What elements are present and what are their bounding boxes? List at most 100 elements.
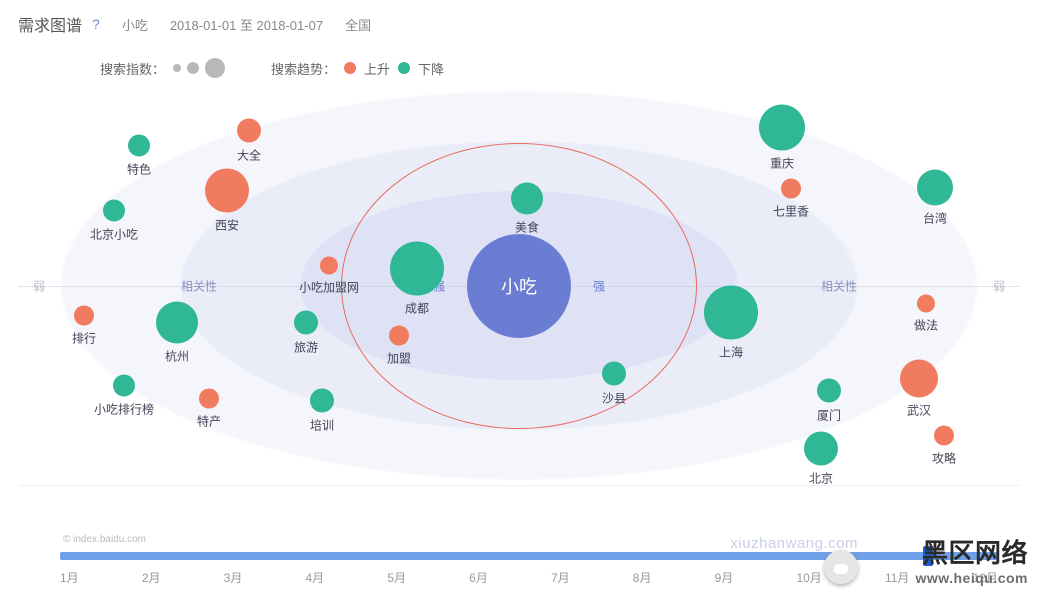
month-label: 7月 — [551, 569, 570, 586]
graph-node[interactable]: 加盟 — [387, 326, 411, 367]
node-dot — [199, 389, 219, 409]
graph-node[interactable]: 上海 — [704, 286, 758, 361]
node-dot — [205, 169, 249, 213]
node-label: 北京小吃 — [90, 226, 138, 243]
date-range: 2018-01-01 至 2018-01-07 — [170, 15, 323, 34]
graph-node[interactable]: 美食 — [511, 183, 543, 236]
month-label: 10月 — [796, 569, 821, 586]
month-label: 8月 — [633, 569, 652, 586]
watermark-brand: 黑区网络 — [922, 533, 1028, 570]
graph-node[interactable]: 沙县 — [602, 362, 626, 407]
graph-node[interactable]: 做法 — [914, 295, 938, 334]
axis-label: 相关性 — [821, 277, 857, 294]
node-label: 厦门 — [817, 407, 841, 424]
node-dot — [310, 389, 334, 413]
legend-index-label: 搜索指数： — [100, 59, 165, 78]
node-dot — [389, 326, 409, 346]
graph-node[interactable]: 武汉 — [900, 360, 938, 419]
graph-node[interactable]: 台湾 — [917, 170, 953, 227]
graph-node[interactable]: 杭州 — [156, 302, 198, 365]
node-dot — [237, 119, 261, 143]
axis-label: 弱 — [33, 277, 45, 294]
header-bar: 需求图谱 ? 小吃 2018-01-01 至 2018-01-07 全国 — [0, 0, 1038, 48]
help-icon[interactable]: ? — [92, 16, 100, 32]
graph-node[interactable]: 成都 — [390, 242, 444, 317]
node-dot — [817, 379, 841, 403]
node-dot — [900, 360, 938, 398]
node-dot — [156, 302, 198, 344]
node-label: 杭州 — [165, 348, 189, 365]
keyword-meta: 小吃 — [122, 15, 148, 34]
node-label: 做法 — [914, 317, 938, 334]
node-label: 武汉 — [907, 402, 931, 419]
node-label: 上海 — [719, 344, 743, 361]
legend-size-dot — [187, 62, 199, 74]
graph-node[interactable]: 培训 — [310, 389, 334, 434]
legend-down-dot — [398, 62, 410, 74]
node-label: 加盟 — [387, 350, 411, 367]
node-label: 排行 — [72, 330, 96, 347]
node-label: 特产 — [197, 413, 221, 430]
legend-trend-label: 搜索趋势： — [271, 59, 336, 78]
graph-node[interactable]: 七里香 — [773, 179, 809, 220]
axis-label: 弱 — [993, 277, 1005, 294]
graph-node[interactable]: 小吃排行榜 — [94, 375, 154, 418]
graph-node[interactable]: 大全 — [237, 119, 261, 164]
node-dot — [934, 426, 954, 446]
copyright-text: © index.baidu.com — [63, 534, 146, 545]
node-dot — [704, 286, 758, 340]
node-label: 重庆 — [770, 155, 794, 172]
node-label: 七里香 — [773, 203, 809, 220]
node-label: 小吃加盟网 — [299, 279, 359, 296]
month-label: 6月 — [469, 569, 488, 586]
month-label: 5月 — [387, 569, 406, 586]
node-label: 成都 — [405, 300, 429, 317]
graph-node[interactable]: 厦门 — [817, 379, 841, 424]
legend: 搜索指数： 搜索趋势： 上升 下降 — [0, 48, 1038, 86]
axis-label: 相关性 — [181, 277, 217, 294]
node-dot — [781, 179, 801, 199]
graph-node[interactable]: 旅游 — [294, 311, 318, 356]
node-label: 西安 — [215, 217, 239, 234]
watermark-url: www.heiqu.com — [915, 570, 1028, 586]
node-label: 美食 — [515, 219, 539, 236]
month-label: 9月 — [715, 569, 734, 586]
timeline-bar[interactable] — [60, 552, 998, 560]
demand-graph: 弱相关性强强相关性弱小吃特色大全北京小吃西安排行杭州小吃排行榜特产小吃加盟网旅游… — [19, 86, 1019, 486]
node-label: 培训 — [310, 417, 334, 434]
node-dot — [74, 306, 94, 326]
legend-size-dot — [205, 58, 225, 78]
node-label: 北京 — [809, 470, 833, 487]
graph-node[interactable]: 重庆 — [759, 105, 805, 172]
graph-node[interactable]: 西安 — [205, 169, 249, 234]
graph-node[interactable]: 小吃加盟网 — [299, 257, 359, 296]
legend-size-dot — [173, 64, 181, 72]
graph-node[interactable]: 特产 — [197, 389, 221, 430]
node-dot — [113, 375, 135, 397]
legend-down-label: 下降 — [418, 59, 444, 78]
legend-size-dots — [173, 58, 225, 78]
node-label: 沙县 — [602, 390, 626, 407]
node-dot — [128, 135, 150, 157]
node-dot — [320, 257, 338, 275]
month-label: 2月 — [142, 569, 161, 586]
graph-node[interactable]: 北京 — [804, 432, 838, 487]
legend-up-label: 上升 — [364, 59, 390, 78]
node-dot — [511, 183, 543, 215]
node-label: 小吃排行榜 — [94, 401, 154, 418]
graph-node[interactable]: 攻略 — [932, 426, 956, 467]
center-node[interactable]: 小吃 — [467, 234, 571, 338]
graph-node[interactable]: 排行 — [72, 306, 96, 347]
watermark-badge-icon — [824, 550, 858, 584]
node-dot — [917, 170, 953, 206]
node-label: 台湾 — [923, 210, 947, 227]
node-dot — [759, 105, 805, 151]
page-title: 需求图谱 — [18, 12, 82, 36]
month-label: 1月 — [60, 569, 79, 586]
month-label: 4月 — [305, 569, 324, 586]
graph-node[interactable]: 特色 — [127, 135, 151, 178]
graph-node[interactable]: 北京小吃 — [90, 200, 138, 243]
month-label: 3月 — [224, 569, 243, 586]
node-label: 攻略 — [932, 450, 956, 467]
node-dot — [390, 242, 444, 296]
